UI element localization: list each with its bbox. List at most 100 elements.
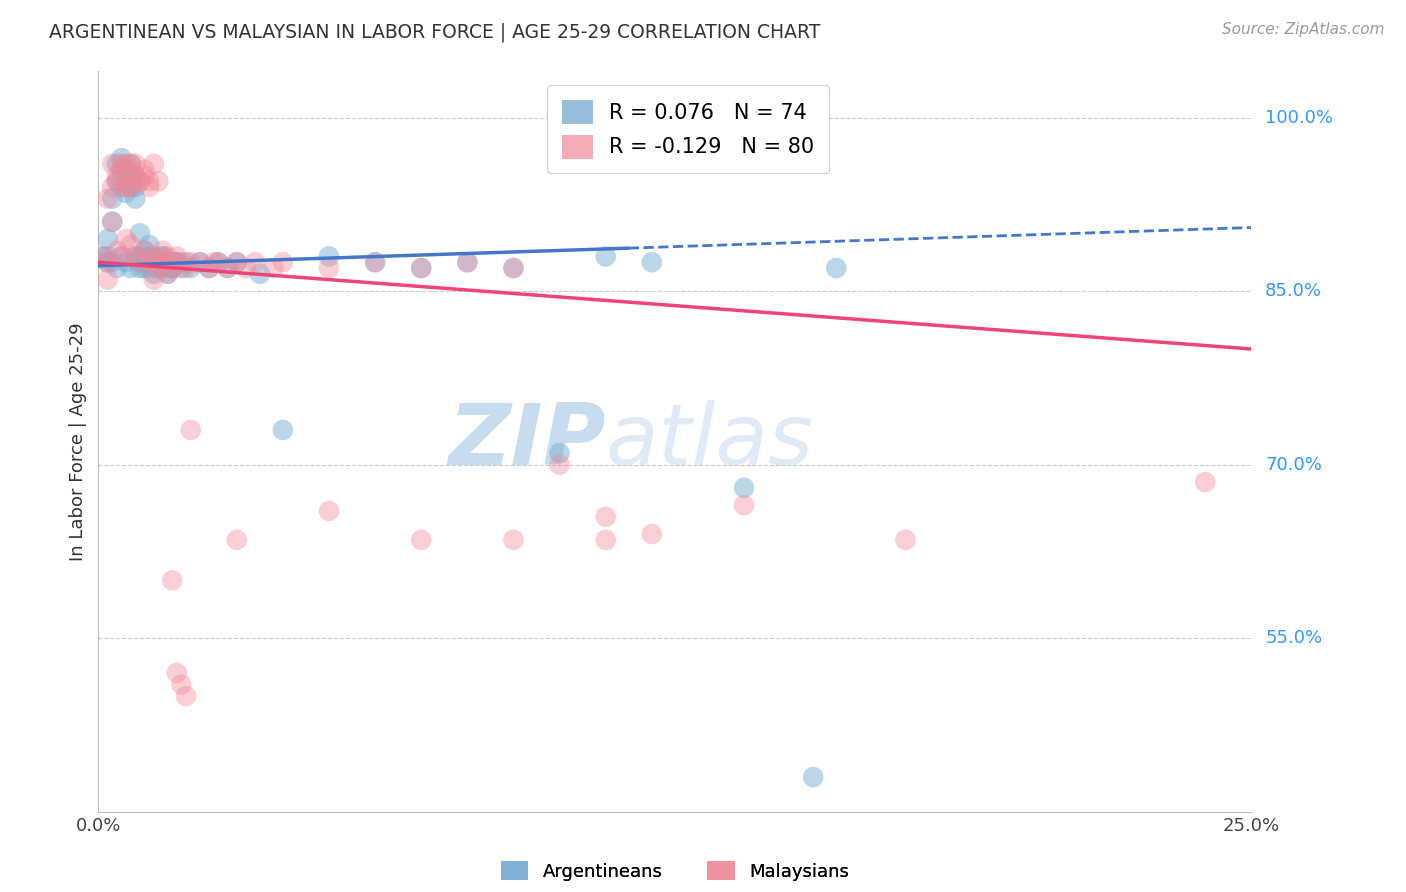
Point [115, 162, 138, 177]
Point [502, 533, 524, 547]
Point [318, 260, 340, 275]
Point [152, 250, 174, 264]
Point [101, 180, 124, 194]
Point [156, 255, 179, 269]
Point [97, 232, 120, 246]
Point [174, 255, 197, 269]
Point [235, 260, 257, 275]
Point [138, 250, 160, 264]
Point [110, 157, 132, 171]
Point [595, 509, 617, 524]
Point [129, 260, 152, 275]
Text: 55.0%: 55.0% [1265, 629, 1322, 648]
Point [263, 260, 285, 275]
Text: 70.0%: 70.0% [1265, 456, 1322, 474]
Point [170, 255, 193, 269]
Point [502, 260, 524, 275]
Point [411, 260, 433, 275]
Point [160, 260, 183, 275]
Point [134, 169, 156, 183]
Point [318, 504, 340, 518]
Point [138, 180, 160, 194]
Point [160, 255, 183, 269]
Point [134, 244, 156, 258]
Point [115, 174, 138, 188]
Point [101, 255, 124, 269]
Point [641, 527, 664, 541]
Point [101, 215, 124, 229]
Point [148, 260, 170, 275]
Point [733, 481, 755, 495]
Point [801, 770, 824, 784]
Point [120, 174, 142, 188]
Point [180, 255, 202, 269]
Point [142, 272, 165, 286]
Point [198, 260, 221, 275]
Point [120, 180, 142, 194]
Point [129, 255, 152, 269]
Point [202, 255, 225, 269]
Point [110, 250, 132, 264]
Point [115, 232, 138, 246]
Y-axis label: In Labor Force | Age 25-29: In Labor Force | Age 25-29 [69, 322, 87, 561]
Point [129, 174, 152, 188]
Point [138, 174, 160, 188]
Point [207, 255, 229, 269]
Point [124, 157, 146, 171]
Point [101, 192, 124, 206]
Point [156, 267, 179, 281]
Point [148, 260, 170, 275]
Text: ZIP: ZIP [449, 400, 606, 483]
Point [170, 677, 193, 691]
Point [138, 260, 160, 275]
Point [548, 446, 571, 460]
Point [733, 498, 755, 512]
Point [115, 180, 138, 194]
Point [207, 255, 229, 269]
Point [152, 244, 174, 258]
Point [97, 255, 120, 269]
Point [138, 255, 160, 269]
Point [105, 174, 128, 188]
Point [110, 250, 132, 264]
Point [101, 215, 124, 229]
Point [411, 260, 433, 275]
Point [271, 255, 294, 269]
Point [174, 260, 197, 275]
Point [110, 162, 132, 177]
Point [134, 162, 156, 177]
Point [97, 192, 120, 206]
Point [148, 260, 170, 275]
Point [105, 260, 128, 275]
Point [142, 250, 165, 264]
Point [110, 162, 132, 177]
Point [160, 260, 183, 275]
Point [152, 255, 174, 269]
Point [318, 250, 340, 264]
Point [115, 157, 138, 171]
Text: 85.0%: 85.0% [1265, 282, 1322, 300]
Point [105, 157, 128, 171]
Point [595, 533, 617, 547]
Point [142, 157, 165, 171]
Legend: Argentineans, Malaysians: Argentineans, Malaysians [494, 854, 856, 888]
Text: ARGENTINEAN VS MALAYSIAN IN LABOR FORCE | AGE 25-29 CORRELATION CHART: ARGENTINEAN VS MALAYSIAN IN LABOR FORCE … [49, 22, 821, 42]
Point [91, 250, 114, 264]
Point [456, 255, 478, 269]
Point [134, 244, 156, 258]
Point [97, 255, 120, 269]
Point [641, 255, 664, 269]
Point [129, 174, 152, 188]
Point [134, 255, 156, 269]
Point [456, 255, 478, 269]
Point [129, 227, 152, 241]
Point [188, 255, 211, 269]
Point [411, 533, 433, 547]
Point [166, 255, 188, 269]
Point [124, 169, 146, 183]
Point [166, 665, 188, 680]
Point [595, 250, 617, 264]
Point [110, 180, 132, 194]
Point [142, 267, 165, 281]
Point [174, 689, 197, 703]
